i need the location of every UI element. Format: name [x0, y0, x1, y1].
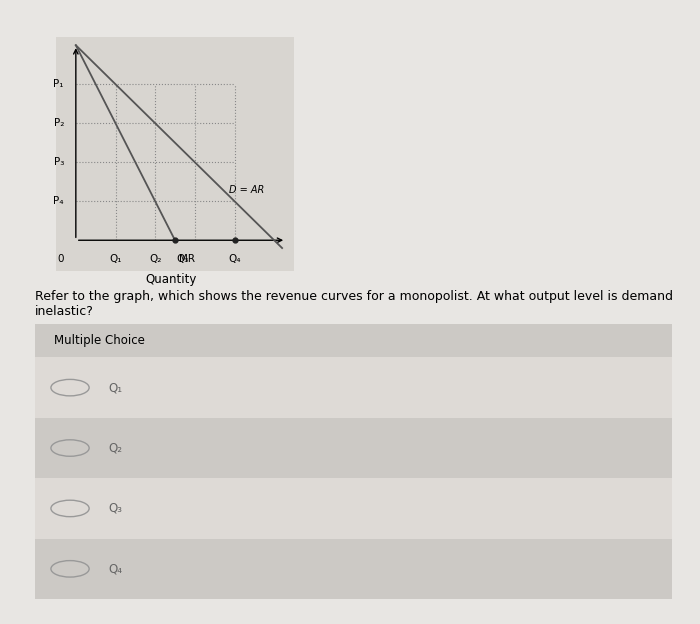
Text: Q₄: Q₄	[108, 562, 122, 575]
Text: Q₃: Q₃	[176, 254, 189, 264]
Bar	[35, 324, 672, 358]
Bar	[35, 478, 672, 539]
Bar	[35, 418, 672, 478]
Text: MR: MR	[179, 254, 195, 264]
Text: Q₃: Q₃	[108, 502, 122, 515]
Text: Q₄: Q₄	[228, 254, 241, 264]
Bar	[35, 539, 672, 599]
Text: Quantity: Quantity	[146, 273, 197, 286]
Text: D = AR: D = AR	[228, 185, 264, 195]
Bar	[35, 358, 672, 418]
Text: Q₁: Q₁	[108, 381, 122, 394]
Text: 0: 0	[57, 254, 64, 264]
Text: Refer to the graph, which shows the revenue curves for a monopolist. At what out: Refer to the graph, which shows the reve…	[35, 290, 673, 318]
Text: P₃: P₃	[54, 157, 64, 167]
Text: P₂: P₂	[54, 118, 64, 129]
Text: Multiple Choice: Multiple Choice	[54, 334, 145, 348]
Text: P₄: P₄	[53, 196, 64, 207]
Text: Q₂: Q₂	[108, 442, 122, 454]
Text: Q₂: Q₂	[149, 254, 162, 264]
Text: Q₁: Q₁	[109, 254, 122, 264]
Text: P₁: P₁	[53, 79, 64, 89]
